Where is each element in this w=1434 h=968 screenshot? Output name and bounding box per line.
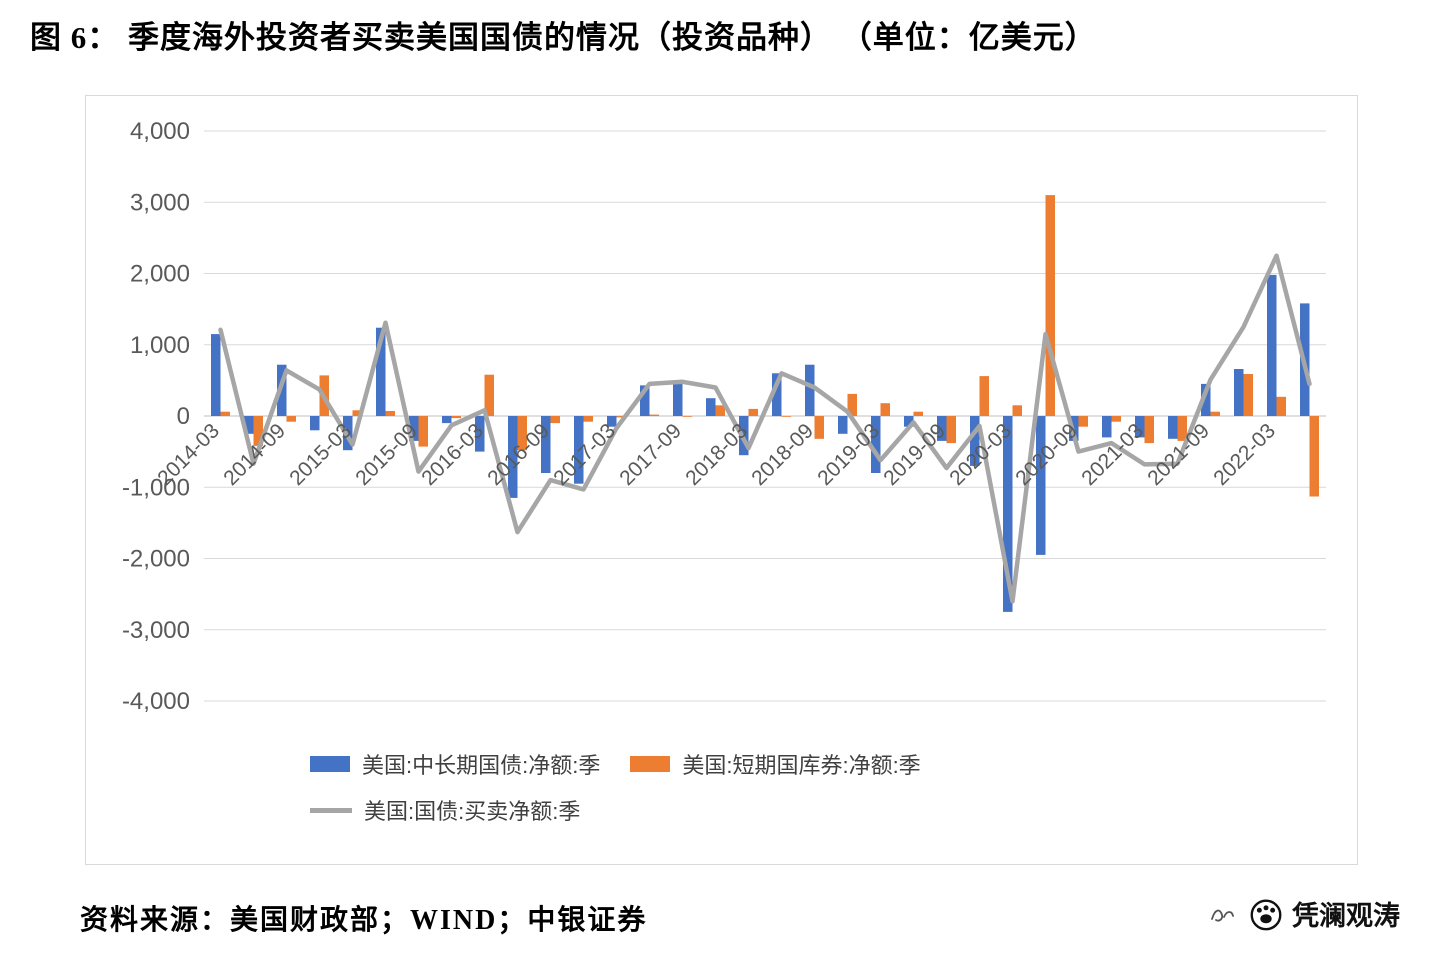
svg-text:2022-03: 2022-03 [1209, 419, 1280, 490]
watermark-text: 凭澜观涛 [1292, 901, 1400, 931]
svg-text:2017-09: 2017-09 [615, 419, 686, 490]
legend-swatch-blue-bar [310, 756, 350, 772]
svg-text:1,000: 1,000 [130, 332, 190, 359]
net-line [218, 253, 1312, 604]
y-axis-labels: -4,000 -3,000 -2,000 -1,000 0 1,000 2,000 3,000… [122, 118, 190, 715]
svg-text:2021-03: 2021-03 [1077, 419, 1148, 490]
legend-swatch-gray-line [310, 807, 352, 813]
mascot-scribble-icon [1211, 909, 1234, 922]
paw-logo-icon [1250, 899, 1282, 930]
svg-text:-4,000: -4,000 [122, 688, 190, 715]
chart-area: -4,000 -3,000 -2,000 -1,000 0 1,000 2,000 3,000… [85, 95, 1358, 865]
legend-row-2: 美国:国债:买卖净额:季 [310, 794, 1357, 826]
svg-text:2020-09: 2020-09 [1011, 419, 1082, 490]
combo-chart: -4,000 -3,000 -2,000 -1,000 0 1,000 2,000 3,000… [122, 118, 1326, 715]
legend-label-long-term-bonds: 美国:中长期国债:净额:季 [362, 753, 601, 778]
svg-text:2017-03: 2017-03 [549, 419, 620, 490]
watermark: 凭澜观涛 [1210, 894, 1400, 933]
svg-text:3,000: 3,000 [130, 189, 190, 216]
svg-text:-2,000: -2,000 [122, 546, 190, 573]
legend-row-1: 美国:中长期国债:净额:季 美国:短期国库券:净额:季 [310, 748, 1357, 780]
chart-title: 图 6： 季度海外投资者买卖美国国债的情况（投资品种） （单位：亿美元） [30, 20, 1097, 55]
svg-text:-1,000: -1,000 [122, 474, 190, 501]
svg-text:0: 0 [177, 403, 190, 430]
svg-text:2015-03: 2015-03 [285, 419, 356, 490]
svg-text:2015-09: 2015-09 [351, 419, 422, 490]
legend-item-long-term-bonds: 美国:中长期国债:净额:季 [310, 748, 600, 780]
bar-series-1 [220, 195, 1319, 497]
svg-text:4,000: 4,000 [130, 118, 190, 145]
legend-label-net-total: 美国:国债:买卖净额:季 [364, 799, 581, 824]
chart-legend: 美国:中长期国债:净额:季 美国:短期国库券:净额:季 美国:国债:买卖净额:季 [310, 748, 1357, 826]
bar-series-0 [211, 274, 1310, 612]
legend-swatch-orange-bar [630, 756, 671, 772]
legend-item-short-term-bills: 美国:短期国库券:净额:季 [630, 748, 921, 780]
legend-item-net-total: 美国:国债:买卖净额:季 [310, 794, 580, 826]
legend-label-short-term-bills: 美国:短期国库券:净额:季 [682, 753, 921, 778]
source-note: 资料来源：美国财政部；WIND；中银证券 [80, 905, 648, 936]
svg-text:2,000: 2,000 [130, 261, 190, 288]
svg-text:-3,000: -3,000 [122, 617, 190, 644]
